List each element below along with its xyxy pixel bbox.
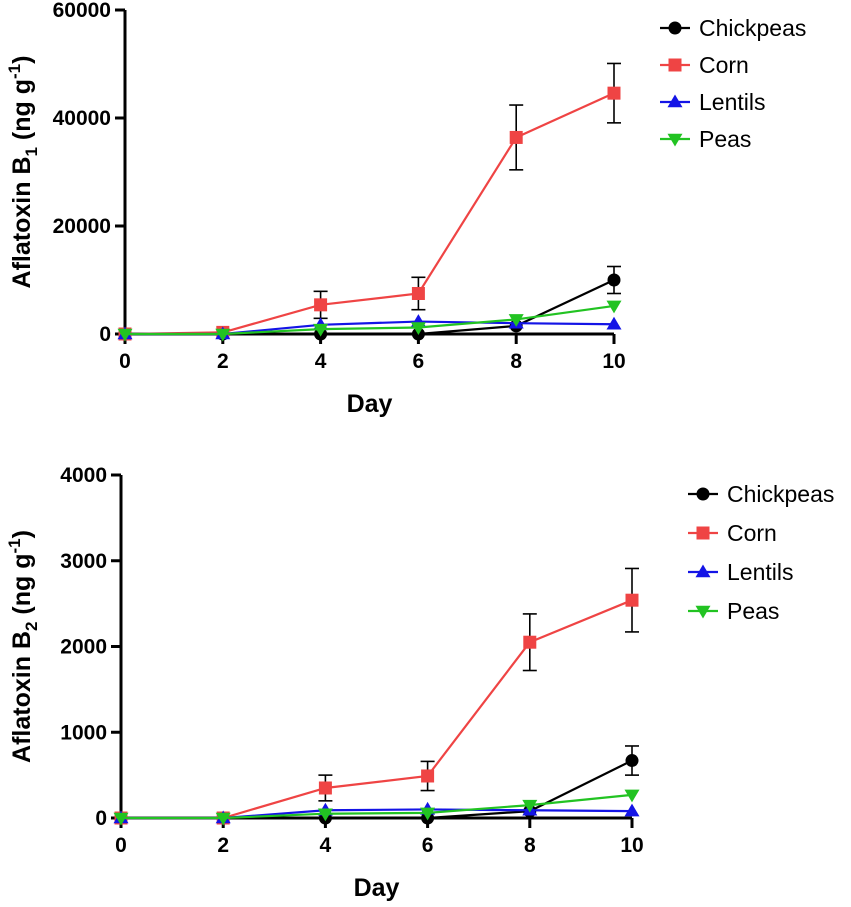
- series-line-corn: [124, 92, 615, 336]
- data-point-corn: [625, 593, 639, 607]
- x-tick-label: 4: [315, 350, 327, 373]
- x-tick-label: 6: [422, 834, 434, 857]
- legend-label: Corn: [699, 52, 749, 78]
- series-line-corn: [121, 599, 633, 820]
- legend-label: Peas: [699, 126, 751, 152]
- legend-item-corn: Corn: [688, 520, 777, 546]
- y-tick-label: 0: [99, 323, 111, 346]
- data-point-peas: [522, 799, 538, 813]
- data-point-corn: [314, 298, 328, 312]
- legend-label: Lentils: [727, 559, 793, 585]
- legend-marker: [668, 21, 682, 35]
- data-point-chickpeas: [607, 273, 621, 287]
- data-point-peas: [508, 314, 524, 327]
- data-point-peas: [317, 808, 333, 822]
- x-tick-label: 6: [413, 350, 425, 373]
- legend-label: Lentils: [699, 89, 765, 115]
- legend-marker: [695, 564, 711, 578]
- legend: Chickpeas Corn Lentils Peas: [660, 15, 806, 152]
- data-point-peas: [624, 789, 640, 803]
- data-point-lentils: [624, 803, 640, 817]
- data-point-corn: [318, 781, 332, 795]
- data-point-peas: [410, 322, 426, 336]
- x-tick-label: 8: [524, 834, 536, 857]
- y-axis-title-part: -1: [5, 64, 24, 79]
- data-point-corn: [607, 86, 621, 100]
- y-tick-label: 4000: [60, 464, 107, 487]
- data-point-peas: [215, 812, 231, 826]
- x-tick-label: 0: [115, 834, 127, 857]
- legend-item-peas: Peas: [688, 598, 779, 624]
- legend-marker: [668, 58, 682, 72]
- legend-label: Corn: [727, 520, 777, 546]
- y-axis-title: Aflatoxin B2 (ng g-1): [5, 530, 41, 763]
- legend-marker: [667, 133, 683, 147]
- y-tick-label: 1000: [60, 721, 107, 744]
- y-tick-label: 0: [95, 807, 107, 830]
- legend-marker: [695, 605, 711, 619]
- legend-item-lentils: Lentils: [688, 559, 793, 585]
- series-line-peas: [125, 304, 615, 336]
- legend-item-lentils: Lentils: [660, 89, 765, 115]
- y-axis-title-part: 1: [22, 147, 41, 156]
- y-axis-title-part: (ng g: [8, 79, 36, 147]
- y-axis-title: Aflatoxin B1 (ng g-1): [5, 56, 41, 289]
- x-axis-title: Day: [347, 390, 393, 418]
- x-tick-label: 2: [217, 350, 229, 373]
- x-tick-label: 0: [119, 350, 131, 373]
- y-tick-label: 20000: [53, 215, 111, 238]
- legend: Chickpeas Corn Lentils Peas: [688, 481, 834, 624]
- data-point-chickpeas: [625, 754, 639, 768]
- data-point-corn: [523, 635, 537, 649]
- y-tick-label: 2000: [60, 636, 107, 659]
- legend-item-chickpeas: Chickpeas: [660, 15, 806, 41]
- series-line-peas: [121, 793, 633, 820]
- series-corn: [114, 567, 639, 825]
- legend-marker: [667, 94, 683, 108]
- series-corn: [118, 62, 621, 341]
- data-point-lentils: [606, 316, 622, 330]
- data-point-corn: [421, 769, 435, 783]
- y-axis-title-part: Aflatoxin B: [8, 157, 36, 289]
- legend-item-corn: Corn: [660, 52, 749, 78]
- y-tick-label: 40000: [53, 107, 111, 130]
- y-axis-title-part: 2: [22, 622, 41, 631]
- y-axis-title-part: ): [8, 530, 36, 538]
- legend-marker: [696, 487, 710, 501]
- legend-label: Chickpeas: [699, 15, 806, 41]
- legend-item-chickpeas: Chickpeas: [688, 481, 834, 507]
- y-tick-label: 60000: [53, 0, 111, 22]
- series-line-chickpeas: [125, 279, 615, 336]
- legend-item-peas: Peas: [660, 126, 751, 152]
- x-tick-label: 2: [217, 834, 229, 857]
- data-point-peas: [113, 812, 129, 826]
- chart-panel-2: 0 1000 2000 3000 4000 0 2 4 6 8 10 Day Aflatoxin B2 …: [5, 464, 834, 902]
- data-point-peas: [117, 328, 133, 342]
- y-axis-title-part: (ng g: [8, 554, 36, 622]
- series-peas: [113, 789, 640, 826]
- x-tick-label: 10: [620, 834, 643, 857]
- y-axis-title-part: ): [8, 56, 36, 64]
- data-point-peas: [606, 300, 622, 314]
- legend-marker: [696, 526, 710, 540]
- series-peas: [117, 300, 622, 342]
- y-axis-title-part: Aflatoxin B: [8, 631, 36, 763]
- chart-panel-1: 0 20000 40000 60000 0 2 4 6 8 10 Day Aflatoxin B1 (…: [5, 0, 806, 418]
- y-axis-title-part: -1: [5, 538, 24, 553]
- legend-label: Chickpeas: [727, 481, 834, 507]
- x-tick-label: 8: [510, 350, 522, 373]
- data-point-corn: [509, 130, 523, 144]
- data-point-peas: [420, 807, 436, 821]
- data-point-corn: [411, 287, 425, 300]
- x-axis-title: Day: [354, 874, 400, 902]
- y-tick-label: 3000: [60, 550, 107, 573]
- data-point-peas: [215, 328, 231, 342]
- x-tick-label: 4: [320, 834, 332, 857]
- x-tick-label: 10: [602, 350, 625, 373]
- legend-label: Peas: [727, 598, 779, 624]
- data-point-peas: [313, 323, 329, 337]
